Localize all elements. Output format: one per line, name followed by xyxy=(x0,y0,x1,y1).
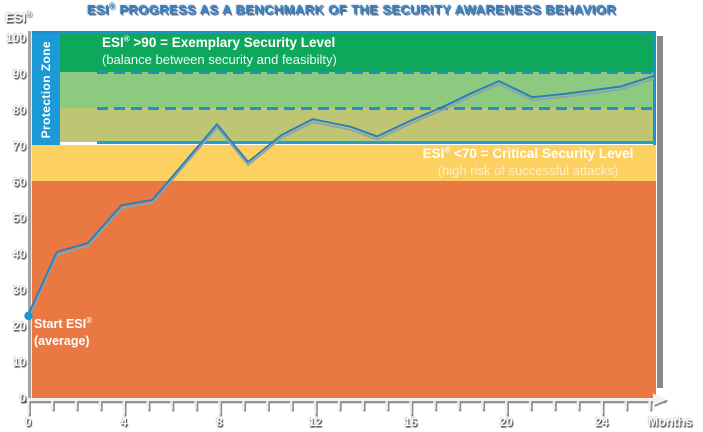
exemplary-zone-heading: ESI® >90 = Exemplary Security Level xyxy=(102,34,336,50)
page-title: ESI® PROGRESS AS A BENCHMARK OF THE SECU… xyxy=(86,1,617,17)
y-axis-tick-label: 10 xyxy=(12,354,26,369)
y-axis-tick-label: 90 xyxy=(12,66,26,81)
critical-zone-annotation: ESI® <70 = Critical Security Level (high… xyxy=(408,146,648,179)
x-axis-tick-label: 8 xyxy=(216,415,223,429)
y-axis-tick-label: 20 xyxy=(12,318,26,333)
y-axis-tick-label: 0 xyxy=(19,390,26,405)
x-axis-tick-label: 20 xyxy=(499,415,513,429)
protection-zone-bar: Protection Zone xyxy=(31,34,60,145)
band-80-90 xyxy=(30,72,656,108)
axis-tick-marks xyxy=(27,401,651,415)
y-axis-tick-label: 40 xyxy=(12,246,26,261)
esi-progress-line xyxy=(27,74,655,316)
x-axis-tick-label: 4 xyxy=(120,415,128,429)
y-axis-tick-label: 80 xyxy=(12,102,26,117)
axis-tick-shadows xyxy=(28,402,653,417)
x-axis-tick-label: 12 xyxy=(308,415,322,429)
band-exemplary-90-100 xyxy=(30,31,656,72)
esi-progress-line-shadow xyxy=(27,77,655,319)
y-axis-tick-label: 30 xyxy=(12,282,26,297)
threshold-90-dashed-line xyxy=(97,70,653,74)
exemplary-zone-annotation: ESI® >90 = Exemplary Security Level (bal… xyxy=(102,35,337,68)
x-axis-arrow-icon xyxy=(653,393,667,406)
x-axis-tick-label: 0 xyxy=(24,415,32,429)
band-warning-60-70 xyxy=(30,144,656,181)
critical-zone-heading: ESI® <70 = Critical Security Level xyxy=(422,145,634,161)
right-edge-shadow xyxy=(657,36,663,388)
y-axis-tick-label: 60 xyxy=(12,174,26,189)
protection-zone-frame-right xyxy=(652,31,656,145)
exemplary-zone-subheading: (balance between security and feasibilty… xyxy=(102,51,337,67)
critical-zone-subheading: (high risk of successful attacks) xyxy=(437,162,619,178)
protection-zone-frame-top xyxy=(30,31,656,34)
esi-axis-corner-label: ESI® xyxy=(5,9,32,25)
x-axis-title: Months xyxy=(648,415,693,429)
y-axis-line xyxy=(27,31,32,401)
band-critical-0-60 xyxy=(30,181,656,398)
threshold-80-dashed-line xyxy=(97,106,653,110)
start-point-dot xyxy=(24,311,33,321)
y-axis-tick-label: 70 xyxy=(12,138,26,153)
start-esi-label: Start ESI® (average) xyxy=(34,315,93,348)
x-axis-tick-label: 16 xyxy=(403,415,418,429)
y-axis-tick-label: 50 xyxy=(12,210,26,225)
x-axis-tick-label: 24 xyxy=(595,415,609,429)
y-axis-tick-label: 100 xyxy=(5,31,26,45)
threshold-70-line xyxy=(97,141,656,145)
